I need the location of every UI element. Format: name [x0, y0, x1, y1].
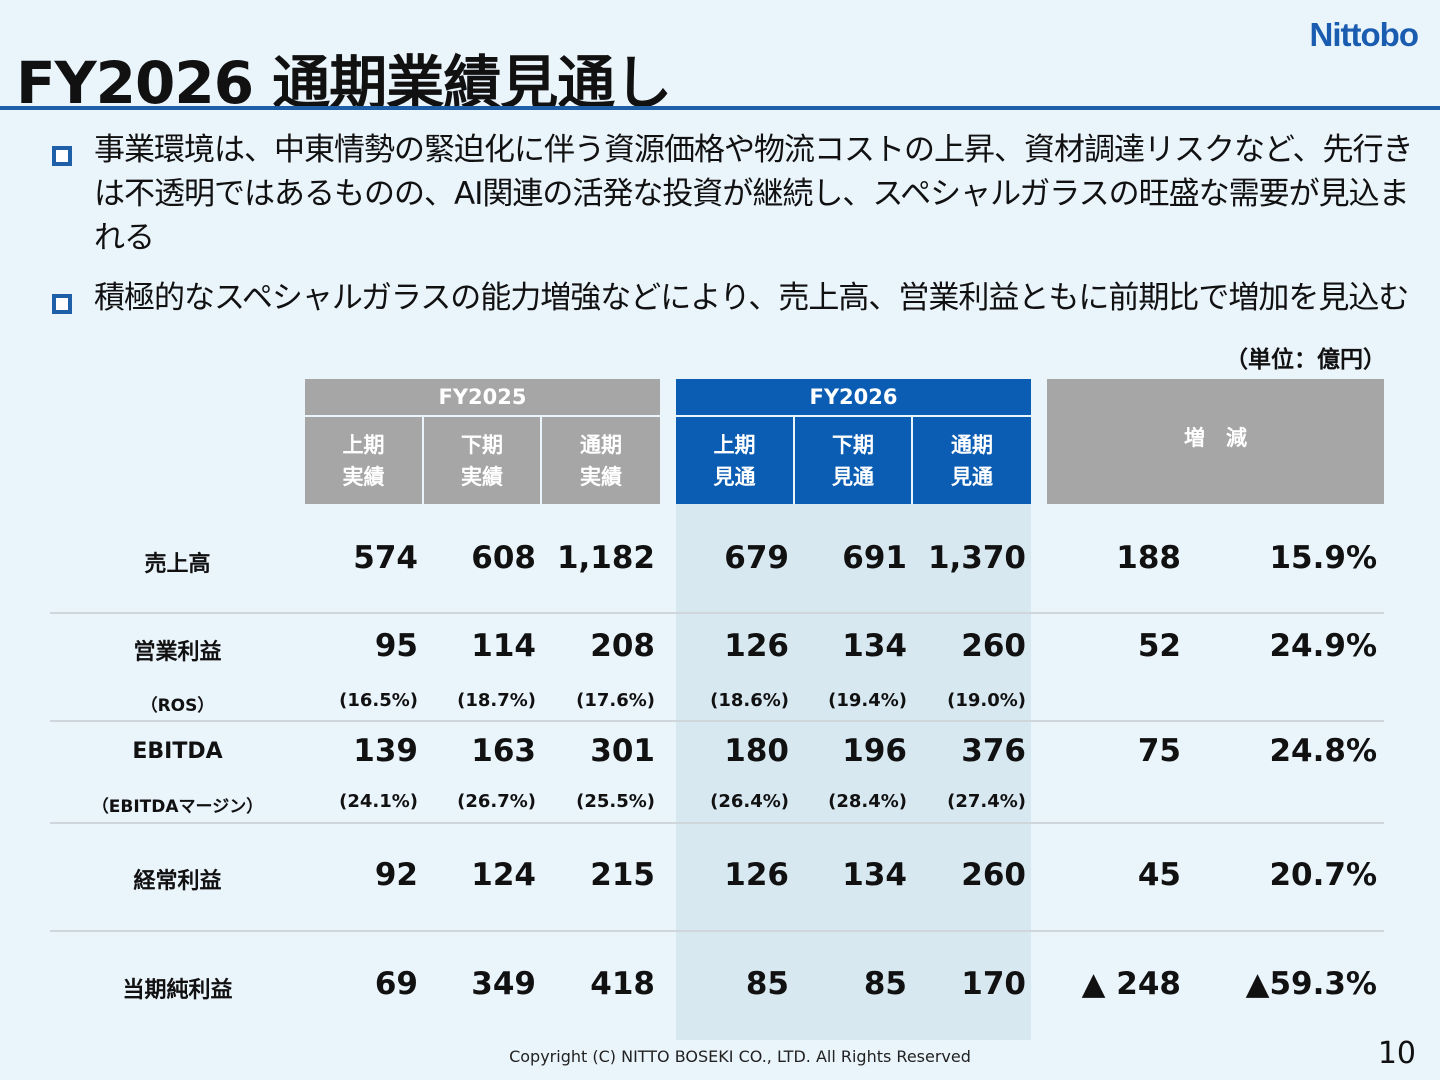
change-value-cell: 75: [1137, 733, 1181, 769]
change-value-cell: 45: [1137, 857, 1181, 893]
table-cell: 134: [842, 857, 907, 893]
bullet-text: 積極的なスペシャルガラスの能力増強などにより、売上高、営業利益ともに前期比で増加…: [94, 280, 1409, 316]
ratio-cell: (19.4%): [828, 690, 907, 711]
table-cell: 301: [590, 733, 655, 769]
table-cell: 376: [961, 733, 1026, 769]
table-cell: 349: [471, 966, 536, 1002]
row-label: 売上高: [144, 552, 211, 577]
copyright-footer: Copyright (C) NITTO BOSEKI CO., LTD. All…: [509, 1047, 971, 1066]
col-header: 上期 実績: [305, 417, 422, 504]
col-header: 通期 見通: [913, 417, 1031, 504]
table-cell: 574: [353, 540, 418, 576]
table-cell: 85: [745, 966, 789, 1002]
header-fy2026: FY2026: [676, 379, 1031, 415]
row-sublabel: （EBITDAマージン）: [91, 797, 264, 817]
col-header: 下期 見通: [795, 417, 911, 504]
row-label: EBITDA: [132, 739, 223, 764]
table-cell: 1,182: [556, 540, 655, 576]
table-cell: 69: [374, 966, 418, 1002]
ratio-cell: (28.4%): [828, 791, 907, 812]
table-cell: 418: [590, 966, 655, 1002]
table-cell: 139: [353, 733, 418, 769]
table-cell: 134: [842, 628, 907, 664]
table-cell: 124: [471, 857, 536, 893]
table-cell: 170: [961, 966, 1026, 1002]
change-value-cell: ▲ 248: [1081, 966, 1181, 1002]
change-value-cell: 188: [1116, 540, 1181, 576]
col-header: 通期 実績: [542, 417, 660, 504]
col-header: 上期 見通: [676, 417, 793, 504]
table-cell: 260: [961, 628, 1026, 664]
table-cell: 180: [724, 733, 789, 769]
table-cell: 126: [724, 857, 789, 893]
square-bullet-icon: [52, 294, 72, 314]
header-fy2025: FY2025: [305, 379, 660, 415]
table-cell: 196: [842, 733, 907, 769]
ratio-cell: (26.7%): [457, 791, 536, 812]
header-change: 増 減: [1047, 379, 1384, 504]
ratio-cell: (19.0%): [947, 690, 1026, 711]
col-header: 下期 実績: [424, 417, 540, 504]
table-cell: 1,370: [927, 540, 1026, 576]
row-divider: [50, 720, 1384, 722]
table-cell: 114: [471, 628, 536, 664]
ratio-cell: (24.1%): [339, 791, 418, 812]
title-divider: [0, 106, 1440, 110]
table-cell: 608: [471, 540, 536, 576]
table-cell: 95: [374, 628, 418, 664]
ratio-cell: (18.7%): [457, 690, 536, 711]
ratio-cell: (18.6%): [710, 690, 789, 711]
change-percent-cell: 15.9%: [1269, 540, 1377, 576]
ratio-cell: (25.5%): [576, 791, 655, 812]
bullet-item: 事業環境は、中東情勢の緊迫化に伴う資源価格や物流コストの上昇、資材調達リスクなど…: [52, 128, 1422, 260]
page-title: FY2026 通期業績見通し: [16, 49, 672, 117]
change-percent-cell: 24.9%: [1269, 628, 1377, 664]
row-divider: [50, 612, 1384, 614]
row-label: 当期純利益: [122, 978, 233, 1003]
square-bullet-icon: [52, 146, 72, 166]
table-cell: 163: [471, 733, 536, 769]
page-number: 10: [1377, 1036, 1416, 1071]
table-cell: 92: [374, 857, 418, 893]
fy2026-highlight-band: [676, 504, 1031, 1040]
nittobo-logo: Nittobo: [1309, 16, 1419, 53]
change-percent-cell: 20.7%: [1269, 857, 1377, 893]
table-cell: 215: [590, 857, 655, 893]
row-sublabel: （ROS）: [140, 696, 215, 716]
row-label: 営業利益: [133, 640, 222, 665]
table-cell: 260: [961, 857, 1026, 893]
row-divider: [50, 930, 1384, 932]
ratio-cell: (27.4%): [947, 791, 1026, 812]
ratio-cell: (26.4%): [710, 791, 789, 812]
change-percent-cell: 24.8%: [1269, 733, 1377, 769]
table-cell: 208: [590, 628, 655, 664]
bullet-item: 積極的なスペシャルガラスの能力増強などにより、売上高、営業利益ともに前期比で増加…: [52, 276, 1422, 320]
bullet-text: 事業環境は、中東情勢の緊迫化に伴う資源価格や物流コストの上昇、資材調達リスクなど…: [94, 132, 1413, 256]
table-cell: 126: [724, 628, 789, 664]
change-percent-cell: ▲59.3%: [1245, 966, 1377, 1002]
unit-label: （単位：億円）: [1225, 347, 1386, 373]
table-cell: 85: [863, 966, 907, 1002]
row-label: 経常利益: [133, 869, 222, 894]
ratio-cell: (17.6%): [576, 690, 655, 711]
table-cell: 691: [842, 540, 907, 576]
row-divider: [50, 822, 1384, 824]
table-cell: 679: [724, 540, 789, 576]
change-value-cell: 52: [1137, 628, 1181, 664]
ratio-cell: (16.5%): [339, 690, 418, 711]
bullet-list: 事業環境は、中東情勢の緊迫化に伴う資源価格や物流コストの上昇、資材調達リスクなど…: [52, 128, 1422, 336]
